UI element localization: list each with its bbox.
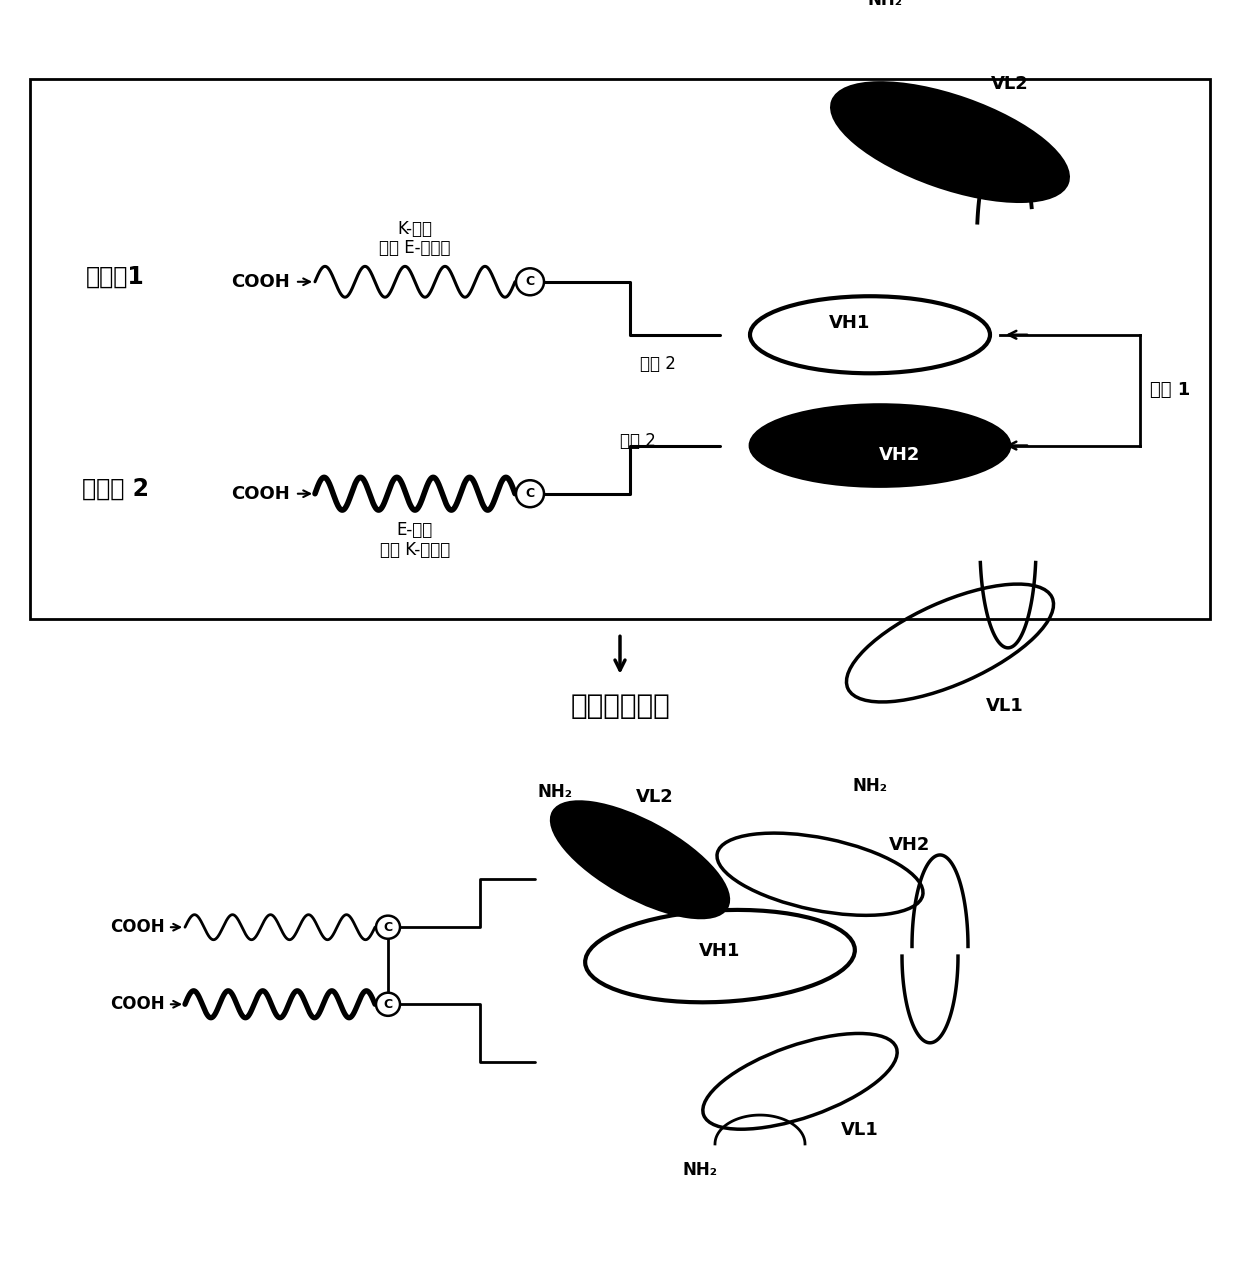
- Text: 接头 2: 接头 2: [620, 432, 656, 450]
- Text: 多肽链 2: 多肽链 2: [82, 476, 149, 501]
- Text: COOH: COOH: [110, 919, 165, 936]
- Text: VL1: VL1: [841, 1121, 879, 1139]
- Circle shape: [376, 916, 401, 939]
- Text: VH1: VH1: [830, 315, 870, 333]
- Text: COOH: COOH: [110, 995, 165, 1013]
- Ellipse shape: [552, 801, 729, 917]
- Text: 多肽链1: 多肽链1: [86, 265, 144, 289]
- Circle shape: [516, 480, 544, 507]
- Text: VL2: VL2: [991, 75, 1029, 93]
- Circle shape: [516, 269, 544, 296]
- Bar: [30, 79, 1210, 619]
- Text: （或 K-螺旋）: （或 K-螺旋）: [379, 540, 450, 558]
- Text: NH₂: NH₂: [868, 0, 903, 9]
- Text: VL1: VL1: [986, 697, 1024, 715]
- Text: 组装的双抗体: 组装的双抗体: [570, 692, 670, 720]
- Text: 接头 1: 接头 1: [1149, 381, 1190, 399]
- Text: NH₂: NH₂: [853, 777, 888, 795]
- Circle shape: [376, 992, 401, 1015]
- Text: （或 E-螺旋）: （或 E-螺旋）: [379, 240, 451, 257]
- Text: VH2: VH2: [889, 836, 931, 855]
- Text: C: C: [383, 998, 393, 1010]
- Text: 接头 2: 接头 2: [640, 354, 676, 373]
- Ellipse shape: [750, 405, 1011, 487]
- Text: NH₂: NH₂: [537, 784, 573, 801]
- Text: VH2: VH2: [879, 446, 920, 464]
- Text: NH₂: NH₂: [682, 1161, 718, 1178]
- Text: C: C: [526, 275, 534, 288]
- Text: C: C: [526, 487, 534, 501]
- Text: COOH: COOH: [231, 273, 290, 290]
- Text: VH1: VH1: [699, 943, 740, 961]
- Text: K-螺旋: K-螺旋: [398, 220, 433, 238]
- Text: C: C: [383, 921, 393, 934]
- Text: E-螺旋: E-螺旋: [397, 521, 433, 539]
- Text: VL2: VL2: [636, 789, 673, 806]
- Text: COOH: COOH: [231, 484, 290, 503]
- Ellipse shape: [831, 83, 1069, 201]
